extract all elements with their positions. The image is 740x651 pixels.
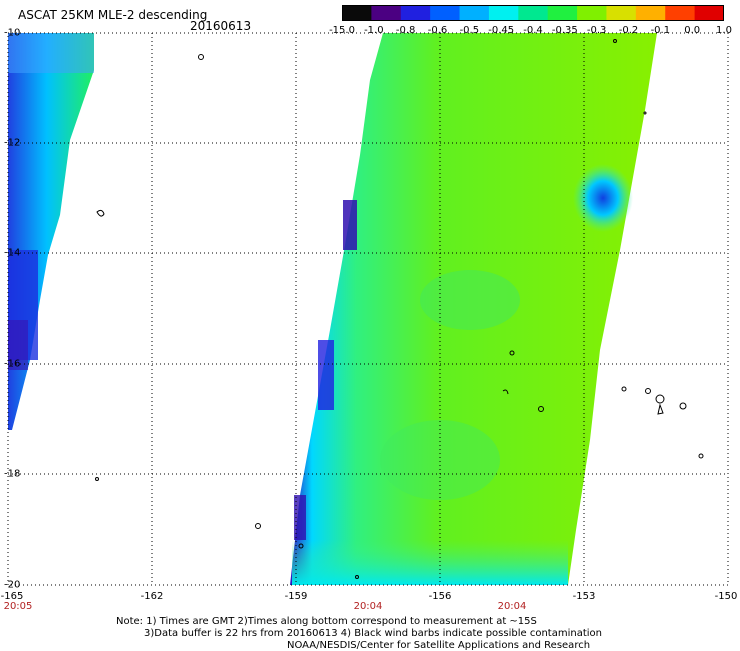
colorbar-tick-label: 0.0 (684, 25, 701, 36)
lat-label: -20 (4, 579, 21, 591)
lon-label: -150 (714, 591, 738, 602)
colorbar-segment (606, 5, 637, 21)
colorbar-tick-label: -0.5 (459, 25, 480, 36)
colorbar (342, 5, 724, 21)
colorbar-tick-label: -0.35 (551, 25, 578, 36)
colorbar-segment (635, 5, 666, 21)
colorbar-segment (547, 5, 578, 21)
colorbar-segment (371, 5, 402, 21)
map-title: ASCAT 25KM MLE-2 descending (18, 8, 208, 22)
lon-label: -159 (284, 591, 308, 602)
lat-label: -10 (4, 27, 21, 39)
lon-label: -165 (0, 591, 24, 602)
colorbar-tick-label: -0.45 (488, 25, 515, 36)
colorbar-segment (694, 5, 724, 21)
colorbar-segment (518, 5, 549, 21)
left-swath (8, 33, 94, 430)
credit-line: NOAA/NESDIS/Center for Satellite Applica… (287, 640, 591, 651)
time-label: 20:04 (497, 601, 527, 612)
colorbar-tick-label: -0.6 (427, 25, 448, 36)
map-date: 20160613 (190, 19, 252, 33)
colorbar-tick-label: -0.4 (523, 25, 543, 36)
colorbar-segment (342, 5, 372, 21)
main-swath (290, 33, 657, 585)
note-line: 3)Data buffer is 22 hrs from 20160613 4)… (144, 628, 602, 639)
colorbar-tick-label: -0.3 (586, 25, 607, 36)
colorbar-border (342, 5, 724, 21)
colorbar-tick-label: -1.0 (364, 25, 384, 36)
lon-label: -156 (428, 591, 452, 602)
lat-label: -16 (4, 358, 21, 370)
colorbar-tick-label: -15.0 (329, 25, 355, 36)
lat-label: -14 (4, 247, 21, 259)
colorbar-tick-label: -0.2 (618, 25, 639, 36)
colorbar-segment (488, 5, 519, 21)
lat-label: -12 (4, 137, 21, 149)
time-label: 20:05 (3, 601, 33, 612)
colorbar-segment (400, 5, 431, 21)
colorbar-segment (459, 5, 490, 21)
lon-label: -153 (572, 591, 596, 602)
lat-label: -18 (4, 468, 21, 480)
colorbar-tick-label: -0.1 (650, 25, 671, 36)
islands (95, 39, 704, 579)
lon-label: -162 (140, 591, 164, 602)
note-line: Note: 1) Times are GMT 2)Times along bot… (116, 616, 537, 627)
colorbar-segment (577, 5, 607, 21)
map-frame (7, 32, 729, 586)
colorbar-segment (665, 5, 696, 21)
colorbar-segment (430, 5, 461, 21)
grid (8, 33, 728, 585)
time-label: 20:04 (353, 601, 383, 612)
colorbar-tick-label: 1.0 (716, 25, 732, 36)
colorbar-tick-label: -0.8 (395, 25, 416, 36)
